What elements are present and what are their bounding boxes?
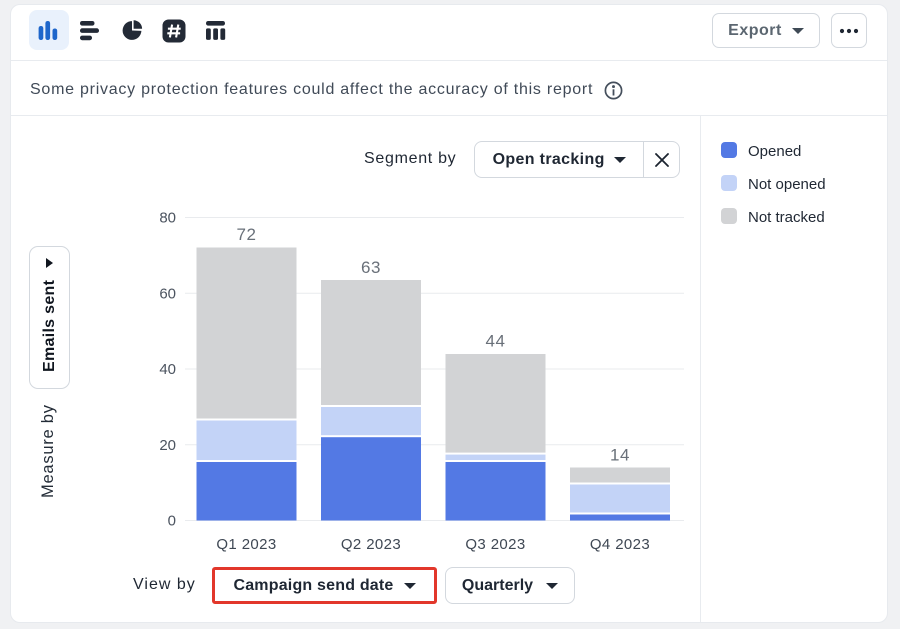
svg-text:Q4 2023: Q4 2023	[590, 536, 650, 553]
svg-text:40: 40	[159, 361, 176, 378]
svg-text:Q3 2023: Q3 2023	[465, 536, 525, 553]
svg-text:20: 20	[159, 437, 176, 454]
svg-text:Q1 2023: Q1 2023	[216, 536, 276, 553]
svg-text:72: 72	[237, 225, 257, 244]
svg-text:Q2 2023: Q2 2023	[341, 536, 401, 553]
svg-text:44: 44	[486, 332, 506, 351]
svg-text:14: 14	[610, 446, 630, 465]
svg-text:0: 0	[168, 513, 176, 530]
svg-text:63: 63	[361, 258, 381, 277]
svg-text:60: 60	[159, 285, 176, 302]
svg-text:80: 80	[159, 210, 176, 227]
